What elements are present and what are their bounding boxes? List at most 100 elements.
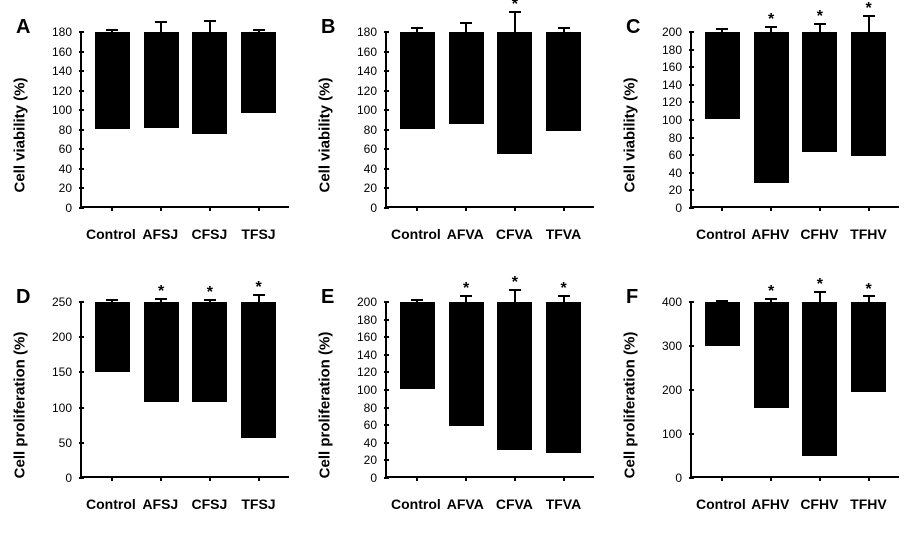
y-axis-label: Cell proliferation (%) — [12, 332, 29, 479]
y-tick-mark — [384, 90, 389, 92]
y-tick-mark — [689, 172, 694, 174]
bar-slot: * — [747, 32, 796, 206]
bar — [144, 32, 179, 128]
error-bar — [160, 21, 162, 42]
significance-marker: * — [561, 281, 567, 297]
x-tick-mark — [770, 206, 772, 211]
bar-slot: * — [491, 32, 540, 206]
x-label: TFVA — [539, 496, 588, 512]
y-tick-mark — [384, 301, 389, 303]
y-tick-label: 0 — [652, 201, 682, 215]
error-bar — [465, 22, 467, 41]
bar: * — [754, 302, 789, 408]
y-tick-mark — [384, 389, 389, 391]
x-label: TFHV — [844, 226, 893, 242]
panel-f: FCell proliferation (%)***0100200300400C… — [620, 290, 907, 520]
bar-slot — [539, 32, 588, 206]
y-tick-mark — [689, 137, 694, 139]
bar-slot: * — [442, 302, 491, 476]
y-tick-mark — [79, 477, 84, 479]
bar: * — [497, 302, 532, 450]
chart-area: *** — [690, 302, 899, 478]
y-tick-mark — [384, 51, 389, 53]
error-bar — [563, 27, 565, 37]
y-tick-mark — [79, 51, 84, 53]
bar-slot: * — [844, 302, 893, 476]
significance-marker: * — [463, 281, 469, 297]
y-tick-label: 100 — [42, 103, 72, 117]
bar-slot — [88, 32, 137, 206]
y-tick-label: 20 — [652, 183, 682, 197]
panel-d: DCell proliferation (%)***05010015020025… — [10, 290, 297, 520]
bar-slot — [88, 302, 137, 476]
y-tick-label: 40 — [347, 436, 377, 450]
y-tick-mark — [79, 336, 84, 338]
y-tick-mark — [689, 154, 694, 156]
bar: * — [144, 302, 179, 402]
y-tick-mark — [689, 389, 694, 391]
y-tick-label: 80 — [347, 401, 377, 415]
x-label: CFVA — [490, 226, 539, 242]
bars-container: *** — [692, 32, 899, 206]
y-tick-mark — [689, 66, 694, 68]
x-label: CFHV — [795, 496, 844, 512]
error-bar — [111, 29, 113, 35]
significance-marker: * — [512, 275, 518, 291]
x-tick-mark — [111, 206, 113, 211]
significance-marker: * — [207, 285, 213, 301]
y-tick-label: 80 — [652, 131, 682, 145]
x-label: CFSJ — [185, 496, 234, 512]
y-tick-label: 80 — [42, 123, 72, 137]
y-tick-mark — [79, 442, 84, 444]
y-tick-label: 0 — [42, 471, 72, 485]
y-tick-label: 120 — [652, 95, 682, 109]
x-label: Control — [696, 496, 746, 512]
x-tick-mark — [209, 476, 211, 481]
bar-slot — [234, 32, 283, 206]
y-tick-mark — [384, 148, 389, 150]
y-tick-mark — [689, 49, 694, 51]
bar — [449, 32, 484, 124]
x-tick-mark — [465, 206, 467, 211]
y-tick-mark — [689, 31, 694, 33]
y-tick-mark — [384, 459, 389, 461]
x-tick-mark — [514, 476, 516, 481]
chart-area: *** — [80, 302, 289, 478]
panel-letter: F — [626, 286, 638, 309]
error-bar — [416, 299, 418, 306]
y-tick-mark — [79, 109, 84, 111]
y-tick-label: 160 — [347, 330, 377, 344]
significance-marker: * — [866, 282, 872, 298]
y-tick-mark — [689, 207, 694, 209]
y-tick-label: 20 — [42, 181, 72, 195]
y-tick-mark — [79, 371, 84, 373]
y-tick-mark — [384, 70, 389, 72]
x-label: TFVA — [539, 226, 588, 242]
x-label: TFHV — [844, 496, 893, 512]
x-tick-mark — [160, 206, 162, 211]
y-tick-label: 160 — [347, 45, 377, 59]
bar — [192, 32, 227, 134]
panel-letter: E — [321, 286, 334, 309]
error-bar — [819, 291, 821, 313]
y-tick-label: 60 — [42, 142, 72, 156]
bar — [241, 32, 276, 113]
x-tick-mark — [563, 476, 565, 481]
y-tick-label: 40 — [347, 162, 377, 176]
y-tick-mark — [384, 319, 389, 321]
bar-slot: * — [186, 302, 235, 476]
error-bar — [416, 27, 418, 37]
bar — [95, 32, 130, 129]
x-tick-mark — [770, 476, 772, 481]
y-tick-mark — [689, 119, 694, 121]
bar — [400, 32, 435, 129]
error-bar — [721, 300, 723, 303]
x-labels: ControlAFSJCFSJTFSJ — [80, 496, 289, 512]
y-tick-mark — [79, 31, 84, 33]
x-label: CFSJ — [185, 226, 234, 242]
y-tick-label: 60 — [652, 148, 682, 162]
error-bar — [819, 23, 821, 40]
x-label: AFVA — [441, 496, 490, 512]
bar: * — [449, 302, 484, 426]
x-label: Control — [391, 226, 441, 242]
